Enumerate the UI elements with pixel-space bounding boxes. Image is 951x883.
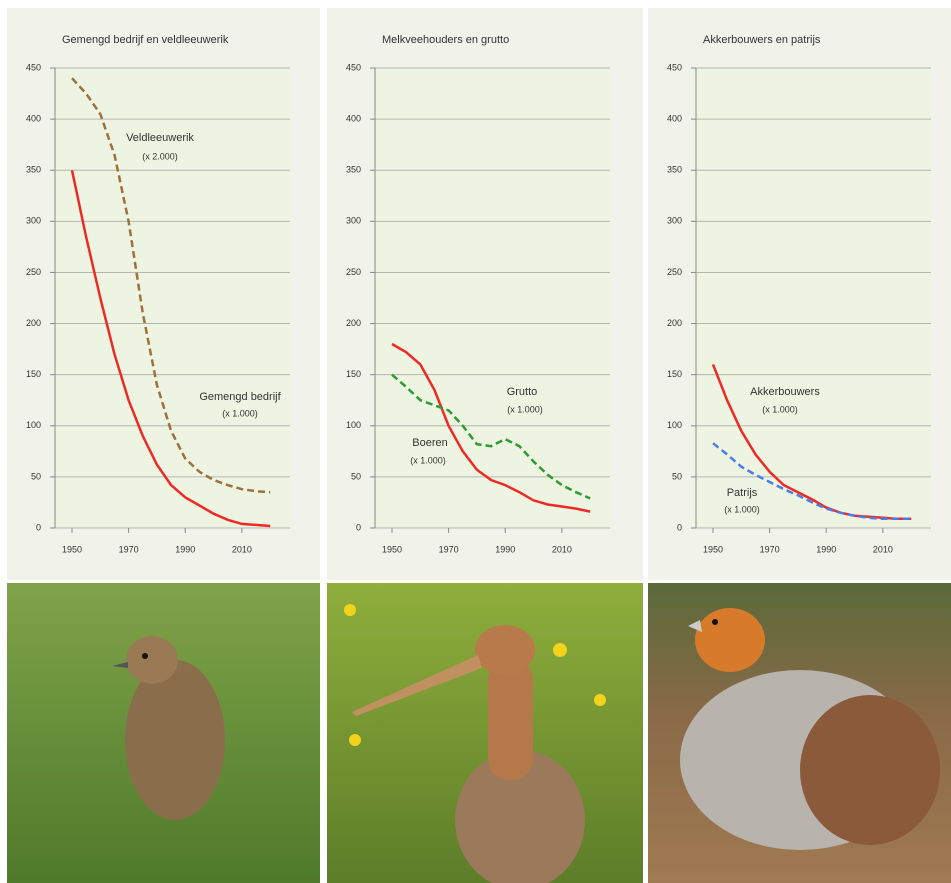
y-tick-label: 250: [346, 267, 361, 277]
series-unit: (x 2.000): [142, 151, 178, 161]
y-tick-label: 0: [356, 522, 361, 532]
y-tick-label: 400: [667, 113, 682, 123]
y-tick-label: 50: [672, 471, 682, 481]
x-tick-label: 1950: [382, 544, 402, 554]
y-tick-label: 200: [346, 318, 361, 328]
x-tick-label: 1990: [175, 544, 195, 554]
series-unit: (x 1.000): [762, 404, 798, 414]
x-tick-label: 1990: [816, 544, 836, 554]
y-tick-label: 450: [26, 62, 41, 72]
x-tick-label: 1970: [760, 544, 780, 554]
photo-skylark: [7, 583, 320, 883]
series-label: Akkerbouwers: [750, 386, 820, 398]
y-tick-label: 350: [346, 165, 361, 175]
chart-title: Gemengd bedrijf en veldleeuwerik: [62, 34, 229, 46]
y-tick-label: 300: [667, 216, 682, 226]
x-tick-label: 1990: [495, 544, 515, 554]
y-tick-label: 200: [667, 318, 682, 328]
page: Gemengd bedrijf en veldleeuwerik 0 50 100 15…: [0, 0, 951, 883]
y-tick-label: 300: [26, 216, 41, 226]
y-tick-label: 450: [346, 62, 361, 72]
y-tick-label: 150: [26, 369, 41, 379]
y-tick-label: 400: [346, 113, 361, 123]
y-tick-label: 200: [26, 318, 41, 328]
x-tick-label: 2010: [552, 544, 572, 554]
y-tick-label: 50: [351, 471, 361, 481]
series-unit: (x 1.000): [222, 408, 258, 418]
y-tick-label: 350: [667, 165, 682, 175]
x-tick-label: 2010: [232, 544, 252, 554]
series-label: Grutto: [507, 386, 538, 398]
series-label: Patrijs: [727, 487, 758, 499]
chart-title: Melkveehouders en grutto: [382, 34, 509, 46]
y-tick-label: 400: [26, 113, 41, 123]
y-tick-label: 300: [346, 216, 361, 226]
chart-title: Akkerbouwers en patrijs: [703, 34, 821, 46]
x-tick-label: 2010: [873, 544, 893, 554]
series-unit: (x 1.000): [724, 504, 760, 514]
y-tick-label: 350: [26, 165, 41, 175]
series-label: Gemengd bedrijf: [199, 391, 281, 403]
y-tick-label: 150: [346, 369, 361, 379]
photo-godwit: [327, 583, 643, 883]
x-tick-label: 1970: [119, 544, 139, 554]
y-tick-label: 250: [667, 267, 682, 277]
series-unit: (x 1.000): [507, 404, 543, 414]
y-tick-label: 150: [667, 369, 682, 379]
x-tick-label: 1950: [703, 544, 723, 554]
photo-partridge: [648, 583, 951, 883]
y-tick-label: 50: [31, 471, 41, 481]
y-tick-label: 450: [667, 62, 682, 72]
y-tick-label: 250: [26, 267, 41, 277]
series-label: Boeren: [412, 437, 447, 449]
x-tick-label: 1950: [62, 544, 82, 554]
series-label: Veldleeuwerik: [126, 132, 194, 144]
y-tick-label: 100: [346, 420, 361, 430]
y-tick-label: 0: [677, 522, 682, 532]
y-tick-label: 100: [667, 420, 682, 430]
series-unit: (x 1.000): [410, 455, 446, 465]
x-tick-label: 1970: [439, 544, 459, 554]
y-tick-label: 0: [36, 522, 41, 532]
y-tick-label: 100: [26, 420, 41, 430]
